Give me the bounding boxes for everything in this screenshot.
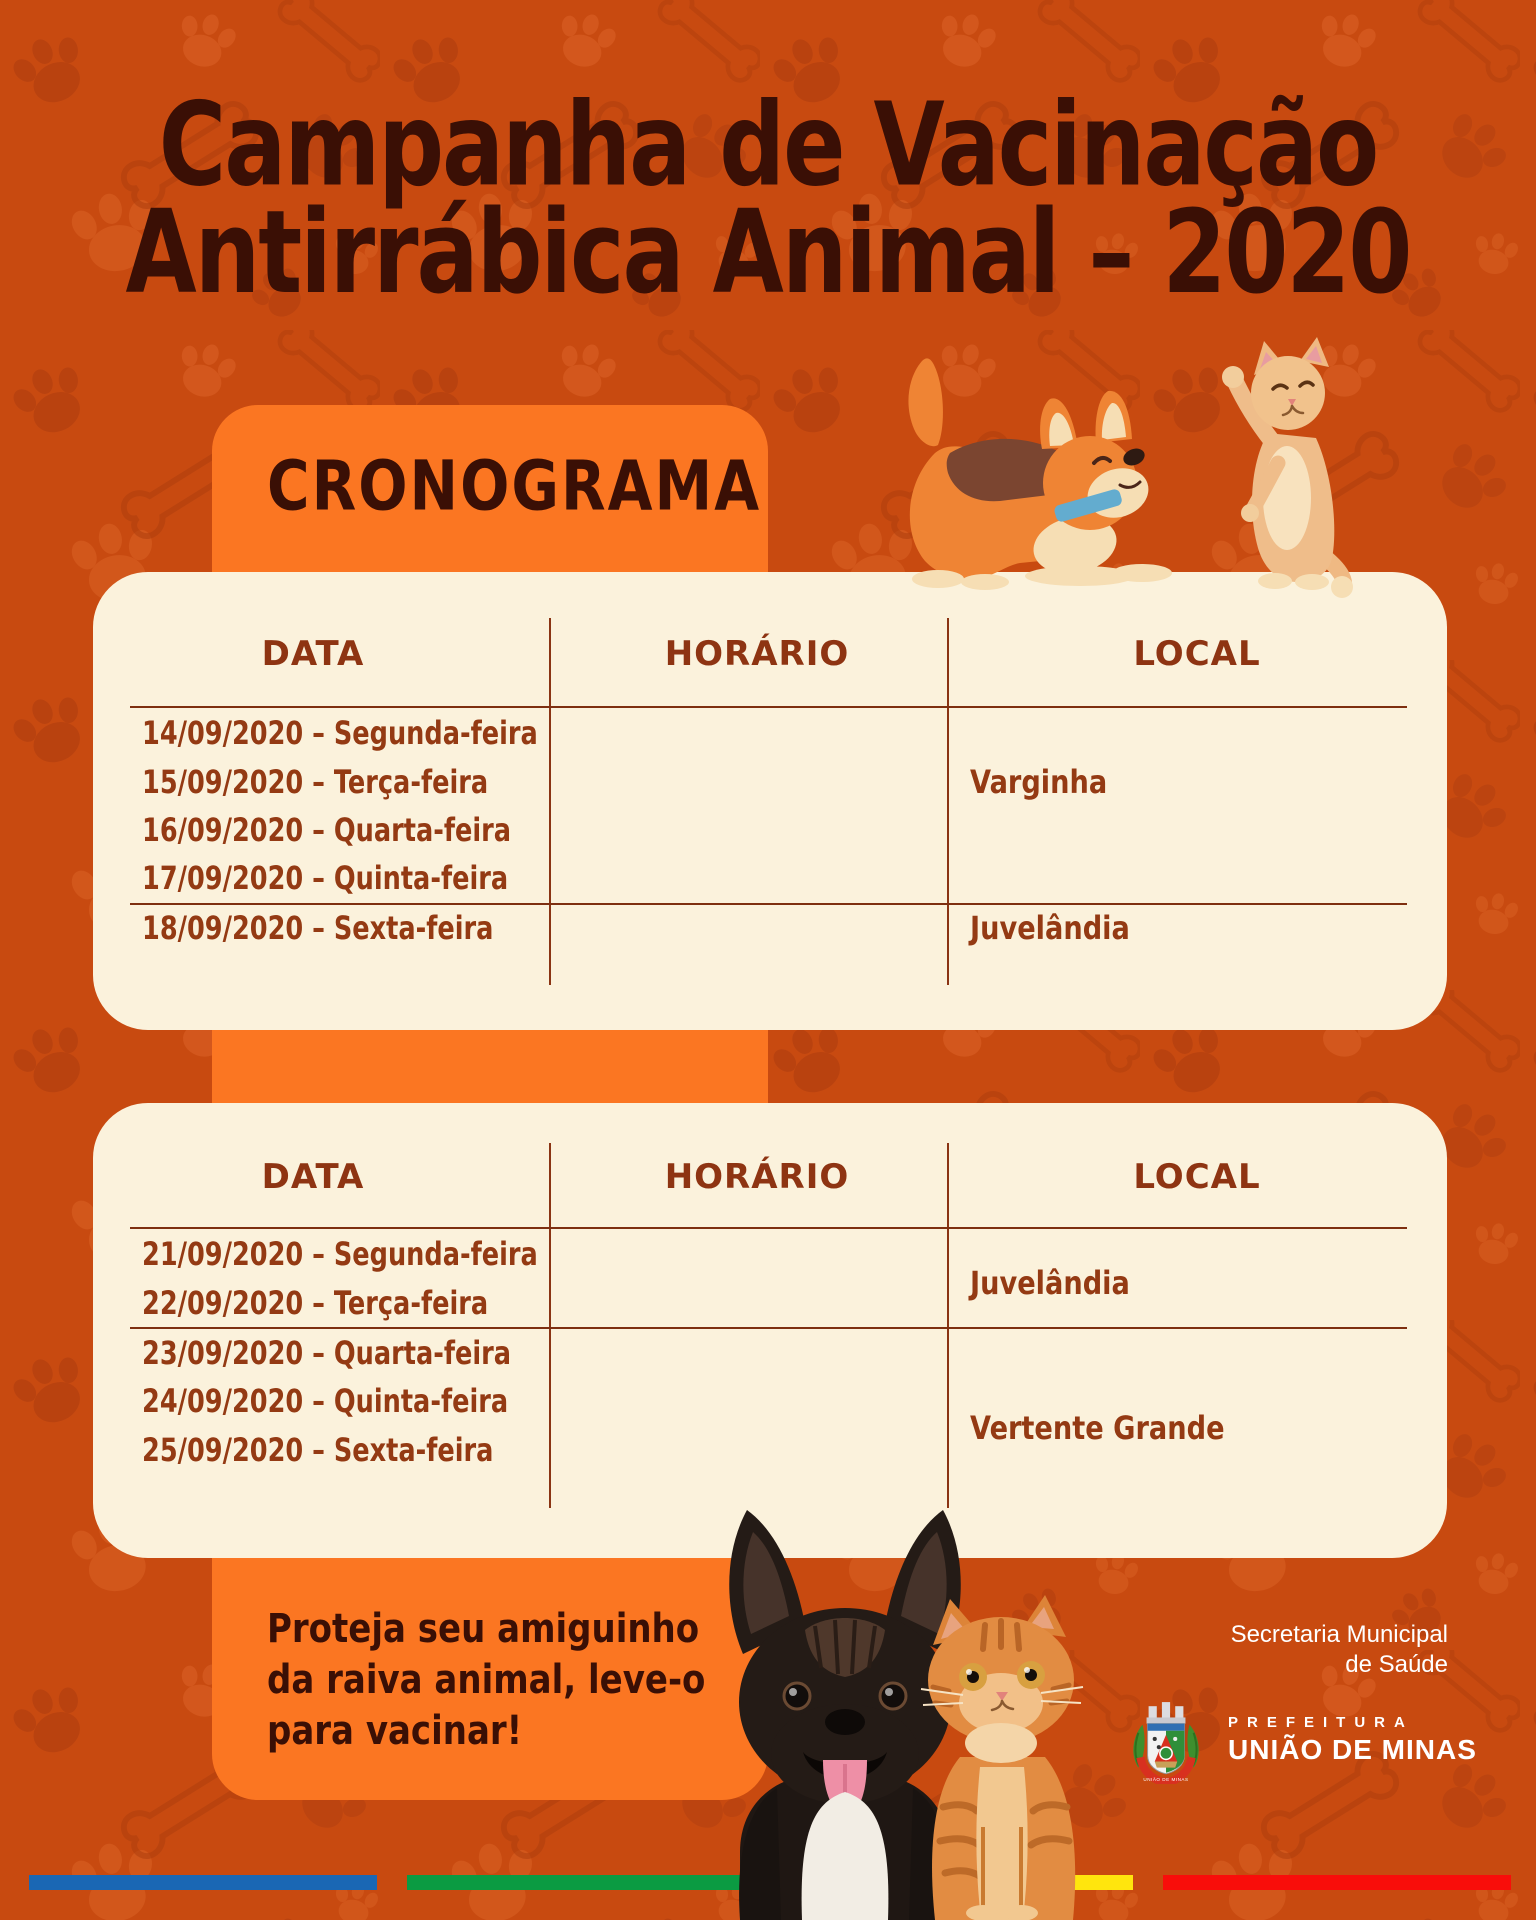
prefeitura-label: PREFEITURA — [1228, 1714, 1414, 1731]
date-cell: 18/09/2020 – Sexta-feira — [142, 909, 494, 947]
column-divider — [947, 1143, 949, 1508]
horario-cell — [637, 1404, 877, 1452]
cronograma-heading: CRONOGRAMA — [267, 446, 762, 527]
column-header-data: DATA — [261, 1157, 365, 1197]
message-line-2: da raiva animal, leve-o — [267, 1657, 706, 1703]
column-header-horario: HORÁRIO — [664, 1157, 850, 1197]
prefeitura-text-column: PREFEITURA UNIÃO DE MINAS — [1228, 1698, 1477, 1765]
message-line-1: Proteja seu amiguinho — [267, 1606, 700, 1652]
date-cell: 24/09/2020 – Quinta-feira — [142, 1382, 509, 1420]
date-cell: 21/09/2020 – Segunda-feira — [142, 1235, 538, 1273]
horario-cell — [637, 904, 877, 952]
secretaria-text: Secretaria Municipal de Saúde — [1231, 1620, 1448, 1680]
secretaria-line-1: Secretaria Municipal — [1230, 1621, 1448, 1648]
playing-dog-and-cat-illustration — [908, 337, 1353, 598]
coat-of-arms: UNIÃO DE MINAS — [1133, 1702, 1199, 1784]
title-line-1: Campanha de Vacinação — [158, 78, 1380, 212]
row-divider — [130, 1227, 1407, 1229]
column-divider — [947, 618, 949, 985]
date-cell: 17/09/2020 – Quinta-feira — [142, 859, 509, 897]
local-cell: Varginha — [970, 763, 1108, 801]
row-divider — [130, 903, 1407, 905]
column-divider — [549, 618, 551, 985]
secretaria-line-2: de Saúde — [1345, 1651, 1448, 1678]
protect-message: Proteja seu amiguinho da raiva animal, l… — [267, 1604, 705, 1757]
date-cell: 25/09/2020 – Sexta-feira — [142, 1431, 494, 1469]
message-line-3: para vacinar! — [267, 1708, 523, 1754]
city-name: UNIÃO DE MINAS — [1228, 1734, 1477, 1765]
prefeitura-logo-block: UNIÃO DE MINAS PREFEITURA UNIÃO DE MINAS — [1130, 1698, 1477, 1784]
date-cell: 15/09/2020 – Terça-feira — [142, 763, 489, 801]
schedule-table-week1: DATA HORÁRIO LOCAL 14/09/2020 – Segunda-… — [93, 572, 1447, 1030]
column-header-local: LOCAL — [1133, 634, 1261, 674]
local-cell: Vertente Grande — [970, 1409, 1225, 1447]
footer-stripe-blue — [29, 1875, 377, 1890]
horario-cell — [637, 1259, 877, 1307]
cartoon-cat — [1222, 337, 1353, 598]
crest-ribbon-text: UNIÃO DE MINAS — [1143, 1776, 1188, 1782]
cartoon-dog — [908, 358, 1172, 590]
tabby-cat-photo — [920, 1595, 1084, 1920]
footer-stripe-red — [1163, 1875, 1511, 1890]
local-cell: Juvelândia — [970, 1264, 1130, 1302]
column-header-local: LOCAL — [1133, 1157, 1261, 1197]
column-header-horario: HORÁRIO — [664, 634, 850, 674]
date-cell: 16/09/2020 – Quarta-feira — [142, 811, 512, 849]
row-divider — [130, 706, 1407, 708]
poster-title: Campanha de Vacinação Antirrábica Animal… — [0, 78, 1536, 320]
schedule-table-week2: DATA HORÁRIO LOCAL 21/09/2020 – Segunda-… — [93, 1103, 1447, 1558]
date-cell: 23/09/2020 – Quarta-feira — [142, 1334, 512, 1372]
column-divider — [549, 1143, 551, 1508]
title-line-2: Antirrábica Animal – 2020 — [125, 185, 1413, 320]
footer-stripe-green — [407, 1875, 755, 1890]
horario-cell — [637, 758, 877, 806]
date-cell: 22/09/2020 – Terça-feira — [142, 1284, 489, 1322]
row-divider — [130, 1327, 1407, 1329]
local-cell: Juvelândia — [970, 909, 1130, 947]
date-cell: 14/09/2020 – Segunda-feira — [142, 714, 538, 752]
column-header-data: DATA — [261, 634, 365, 674]
french-bulldog-photo — [729, 1510, 961, 1920]
